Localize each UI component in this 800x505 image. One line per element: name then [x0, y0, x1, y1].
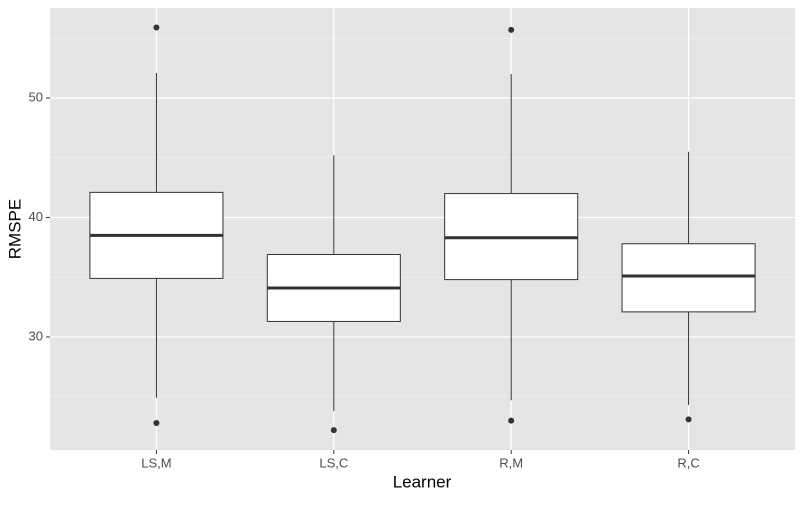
x-tick-label: LS,C	[319, 455, 348, 470]
outlier	[685, 416, 692, 423]
x-tick-label: R,C	[677, 455, 699, 470]
outlier	[508, 417, 515, 424]
outlier	[508, 26, 515, 33]
outlier	[330, 427, 337, 434]
x-axis-title: Learner	[393, 472, 452, 491]
y-tick-label: 30	[29, 328, 43, 343]
box	[621, 243, 756, 313]
outlier	[153, 24, 160, 31]
y-axis-title: RMSPE	[5, 199, 24, 259]
y-tick-label: 50	[29, 89, 43, 104]
x-tick-label: LS,M	[141, 455, 171, 470]
x-tick-label: R,M	[499, 455, 523, 470]
y-tick-label: 40	[29, 209, 43, 224]
outlier	[153, 419, 160, 426]
